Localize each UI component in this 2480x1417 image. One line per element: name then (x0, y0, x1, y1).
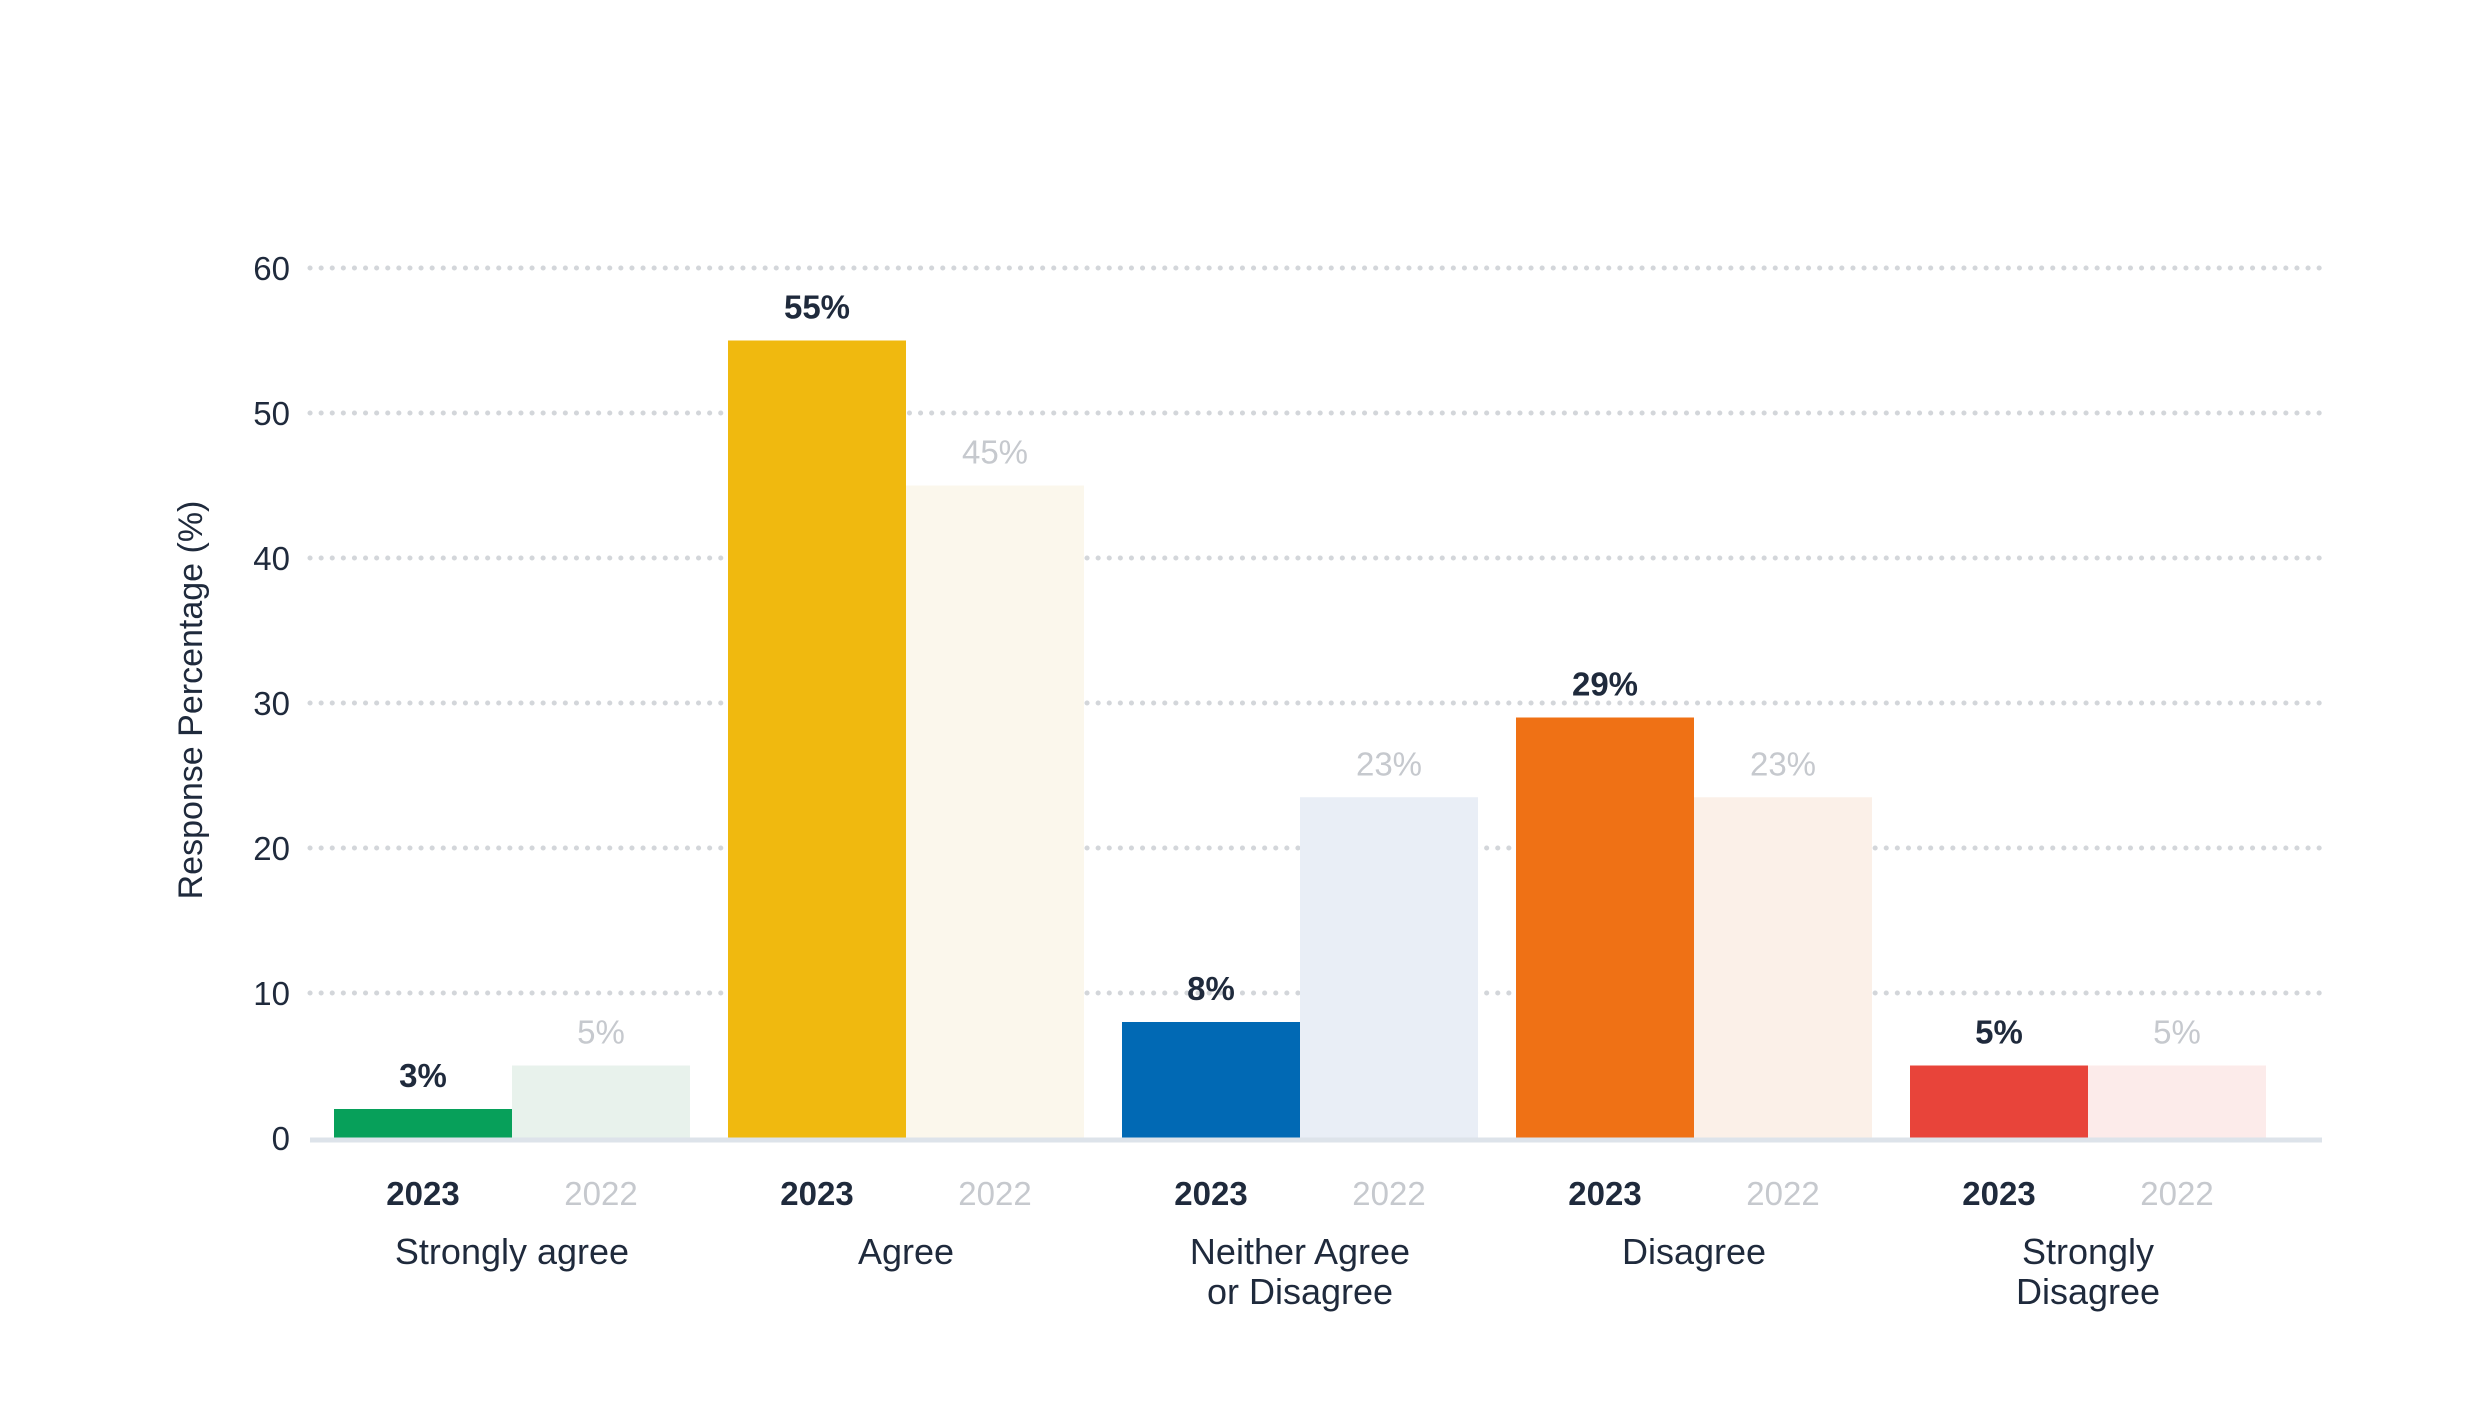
y-tick-label: 0 (272, 1120, 290, 1157)
category-label: or Disagree (1207, 1271, 1393, 1312)
data-label-2022-3: 23% (1750, 745, 1816, 782)
y-tick-label: 30 (253, 685, 290, 722)
y-tick-label: 20 (253, 830, 290, 867)
bar-2022-2 (1300, 797, 1478, 1140)
category-label: Agree (858, 1231, 954, 1272)
category-label: Disagree (1622, 1231, 1766, 1272)
series-label-2023: 2023 (1568, 1175, 1641, 1212)
series-label-2022: 2022 (2140, 1175, 2213, 1212)
bar-2023-0 (334, 1109, 512, 1140)
data-label-2023-4: 5% (1975, 1014, 2023, 1051)
bar-2023-1 (728, 340, 906, 1140)
bar-2022-0 (512, 1065, 690, 1140)
category-label: Strongly agree (395, 1231, 629, 1272)
y-axis-label: Response Percentage (%) (172, 501, 210, 900)
gridlines (307, 265, 2325, 996)
series-label-2022: 2022 (958, 1175, 1031, 1212)
data-labels: 3% 5% 55% 45% 8% 23% 29% 23% 5% 5% (399, 289, 2201, 1095)
y-tick-label: 60 (253, 250, 290, 287)
category-label: Strongly (2022, 1231, 2154, 1272)
bars (334, 340, 2266, 1140)
data-label-2023-0: 3% (399, 1057, 447, 1094)
series-label-2022: 2022 (564, 1175, 637, 1212)
data-label-2022-0: 5% (577, 1014, 625, 1051)
series-label-2023: 2023 (780, 1175, 853, 1212)
category-label: Disagree (2016, 1271, 2160, 1312)
bar-2022-3 (1694, 797, 1872, 1140)
bar-2023-4 (1910, 1065, 2088, 1140)
y-axis-ticks: 0 10 20 30 40 50 60 (253, 250, 290, 1157)
y-tick-label: 40 (253, 540, 290, 577)
data-label-2022-4: 5% (2153, 1014, 2201, 1051)
bar-2022-4 (2088, 1065, 2266, 1140)
series-label-2022: 2022 (1352, 1175, 1425, 1212)
bar-2022-1 (906, 485, 1084, 1140)
data-label-2023-2: 8% (1187, 970, 1235, 1007)
data-label-2023-3: 29% (1572, 666, 1638, 703)
data-label-2022-1: 45% (962, 434, 1028, 471)
bar-2023-2 (1122, 1022, 1300, 1140)
series-label-2023: 2023 (1962, 1175, 2035, 1212)
series-label-2023: 2023 (386, 1175, 459, 1212)
data-label-2022-2: 23% (1356, 745, 1422, 782)
bar-2023-3 (1516, 717, 1694, 1140)
series-label-2023: 2023 (1174, 1175, 1247, 1212)
data-label-2023-1: 55% (784, 289, 850, 326)
y-tick-label: 50 (253, 395, 290, 432)
y-tick-label: 10 (253, 975, 290, 1012)
series-label-2022: 2022 (1746, 1175, 1819, 1212)
category-label: Neither Agree (1190, 1231, 1410, 1272)
